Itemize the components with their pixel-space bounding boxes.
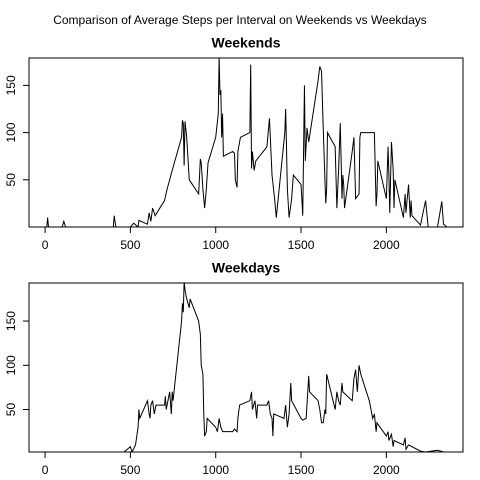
data-line: [45, 283, 446, 452]
x-tick-label: 0: [42, 238, 49, 252]
x-tick-label: 1500: [288, 238, 315, 252]
x-tick-label: 1000: [202, 238, 229, 252]
y-tick-label: 50: [4, 173, 18, 187]
panel-title: Weekdays: [212, 260, 280, 276]
y-tick-label: 100: [4, 355, 18, 375]
x-tick-label: 2000: [373, 463, 400, 477]
plot-box: [28, 57, 464, 228]
x-tick-label: 500: [120, 238, 140, 252]
x-tick-label: 2000: [373, 238, 400, 252]
y-tick-label: 150: [4, 75, 18, 95]
figure-title: Comparison of Average Steps per Interval…: [53, 13, 427, 27]
panel-title: Weekends: [212, 35, 281, 51]
x-tick-label: 500: [120, 463, 140, 477]
x-tick-label: 1000: [202, 463, 229, 477]
y-tick-label: 100: [4, 122, 18, 142]
y-tick-label: 50: [4, 403, 18, 417]
data-line: [45, 58, 448, 227]
plot-box: [28, 282, 464, 453]
x-tick-label: 1500: [288, 463, 315, 477]
y-tick-label: 150: [4, 311, 18, 331]
x-tick-label: 0: [42, 463, 49, 477]
